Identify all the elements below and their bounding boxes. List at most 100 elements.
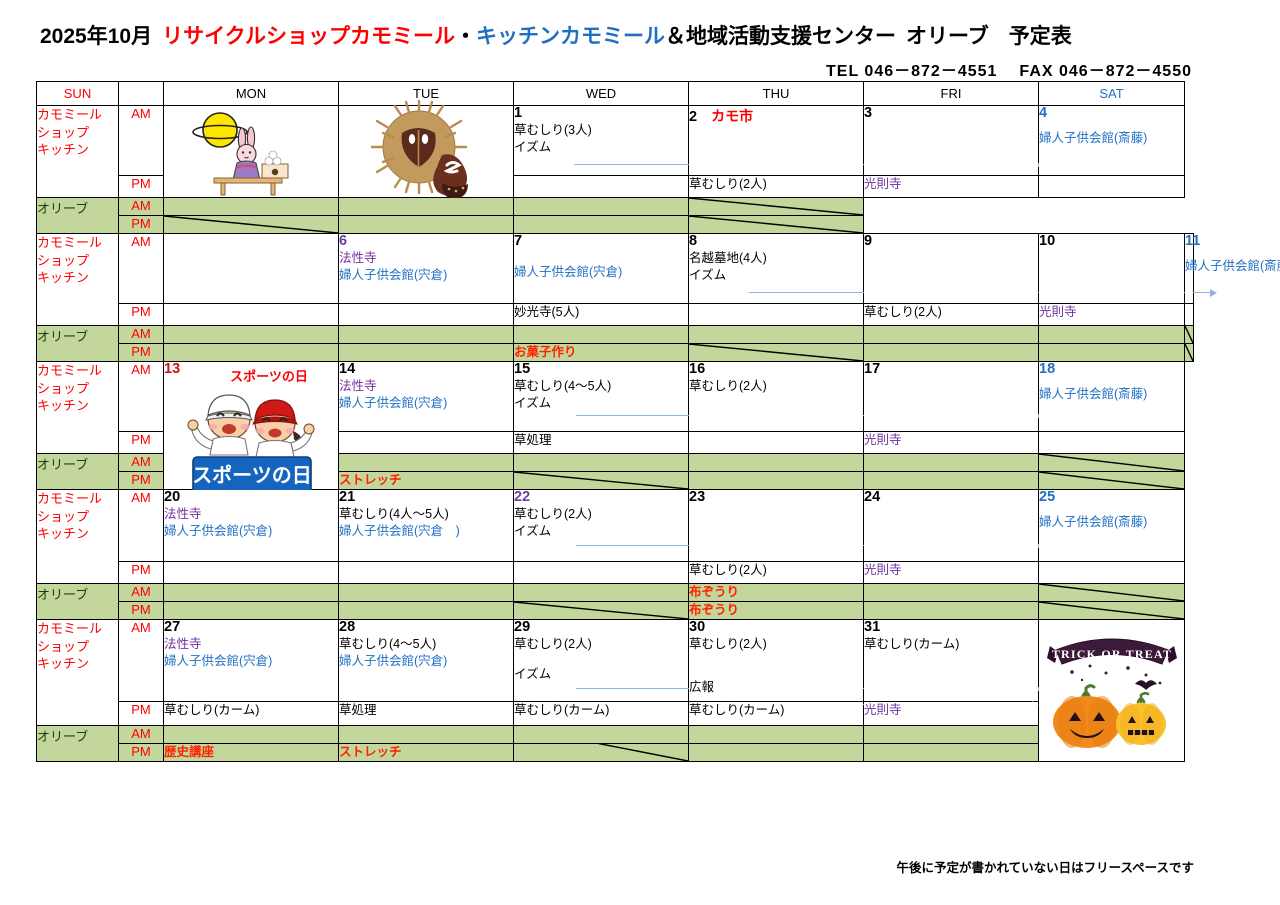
- cell-week4-olive-am-mon[interactable]: [163, 583, 339, 602]
- cell-week4-olive-am-thu[interactable]: 布ぞうり: [688, 583, 864, 602]
- cell-week4-olive-am-tue[interactable]: [338, 583, 514, 602]
- cell-week3-fri-am[interactable]: 17: [863, 361, 1039, 432]
- cell-week2-mon-pm[interactable]: [338, 303, 514, 326]
- cell-week1-olive-pm-thu[interactable]: [338, 215, 514, 234]
- cell-week3-wed-am[interactable]: 15 草むしり(4～5人) イズム: [513, 361, 1042, 432]
- cell-week2-tue-pm[interactable]: 妙光寺(5人): [513, 303, 689, 326]
- cell-week3-olive-pm-tue[interactable]: ストレッチ: [338, 471, 514, 490]
- cell-week4-wed-am[interactable]: 22 草むしり(2人) イズム: [513, 489, 1042, 562]
- cell-week4-sat-pm[interactable]: [1038, 561, 1185, 584]
- cell-week5-olive-pm-wed[interactable]: [513, 743, 689, 762]
- cell-week2-thu-pm[interactable]: 草むしり(2人): [863, 303, 1039, 326]
- cell-week5-sat-halloween[interactable]: TRICK OR TREAT: [1038, 619, 1185, 762]
- cell-week4-mon-am[interactable]: 20 法性寺 婦人子供会館(宍倉): [163, 489, 339, 562]
- cell-week4-tue-pm[interactable]: [338, 561, 514, 584]
- cell-week5-wed-pm[interactable]: 草むしり(カーム): [513, 701, 689, 726]
- cell-week5-tue-pm[interactable]: 草処理: [338, 701, 514, 726]
- cell-week5-olive-pm-mon[interactable]: 歴史講座: [163, 743, 339, 762]
- cell-week5-olive-pm-tue[interactable]: ストレッチ: [338, 743, 514, 762]
- cell-week4-olive-pm-tue[interactable]: [338, 601, 514, 620]
- cell-week3-mon-sportsday[interactable]: 13 スポーツの日: [163, 361, 339, 494]
- cell-week5-olive-pm-fri[interactable]: [863, 743, 1039, 762]
- cell-week3-olive-pm-thu[interactable]: [688, 471, 864, 490]
- cell-week4-olive-pm-thu[interactable]: 布ぞうり: [688, 601, 864, 620]
- cell-week2-olive-am-tue[interactable]: [513, 325, 689, 344]
- cell-week3-olive-am-thu[interactable]: [688, 453, 864, 472]
- cell-week2-mon-am[interactable]: 6 法性寺 婦人子供会館(宍倉): [338, 233, 514, 304]
- cell-week2-wed-pm[interactable]: [688, 303, 864, 326]
- cell-week5-wed-am[interactable]: 29 草むしり(2人) イズム: [513, 619, 1042, 702]
- cell-week2-olive-am-mon[interactable]: [338, 325, 514, 344]
- cell-week2-olive-am-thu[interactable]: [863, 325, 1039, 344]
- cell-week3-sat-pm[interactable]: [1038, 431, 1185, 454]
- cell-week5-olive-am-wed[interactable]: [513, 725, 689, 744]
- cell-week3-olive-pm-wed[interactable]: [513, 471, 689, 490]
- cell-week2-olive-pm-tue[interactable]: お菓子作り: [513, 343, 689, 362]
- cell-week3-tue-pm[interactable]: [338, 431, 514, 454]
- cell-week1-thu-pm[interactable]: 草むしり(2人): [688, 175, 864, 198]
- cell-week4-olive-pm-mon[interactable]: [163, 601, 339, 620]
- cell-week2-wed-am[interactable]: 8 名越墓地(4人) イズム: [688, 233, 1217, 304]
- cell-week3-tue-am[interactable]: 14 法性寺 婦人子供会館(宍倉): [338, 361, 514, 432]
- cell-week1-wed-am[interactable]: 1 草むしり(3人) イズム: [513, 105, 1042, 176]
- cell-week4-tue-am[interactable]: 21 草むしり(4人～5人) 婦人子供会館(宍倉 ): [338, 489, 514, 562]
- cell-week1-olive-pm-wed[interactable]: [163, 215, 339, 234]
- cell-week2-olive-am-wed[interactable]: [688, 325, 864, 344]
- cell-week5-tue-am[interactable]: 28 草むしり(4～5人) 婦人子供会館(宍倉): [338, 619, 514, 702]
- cell-week3-olive-pm-sat[interactable]: [1038, 471, 1185, 490]
- cell-week1-olive-am-fri[interactable]: [513, 197, 689, 216]
- cell-week5-fri-pm[interactable]: 光則寺: [863, 701, 1039, 726]
- cell-week2-olive-pm-sat[interactable]: [1184, 343, 1194, 362]
- cell-week5-mon-pm[interactable]: 草むしり(カーム): [163, 701, 339, 726]
- cell-week5-olive-am-mon[interactable]: [163, 725, 339, 744]
- cell-week1-olive-pm-fri[interactable]: [513, 215, 689, 234]
- cell-week2-sat-pm[interactable]: [1184, 303, 1194, 326]
- cell-week4-thu-am[interactable]: 23: [688, 489, 864, 562]
- cell-week2-olive-pm-wed[interactable]: [688, 343, 864, 362]
- cell-week4-wed-pm[interactable]: [513, 561, 689, 584]
- cell-week4-olive-pm-fri[interactable]: [863, 601, 1039, 620]
- cell-week5-mon-am[interactable]: 27 法性寺 婦人子供会館(宍倉): [163, 619, 339, 702]
- cell-week4-olive-am-fri[interactable]: [863, 583, 1039, 602]
- cell-week4-fri-am[interactable]: 24: [863, 489, 1039, 562]
- cell-week4-mon-pm[interactable]: [163, 561, 339, 584]
- cell-week4-thu-pm[interactable]: 草むしり(2人): [688, 561, 864, 584]
- cell-week3-olive-pm-fri[interactable]: [863, 471, 1039, 490]
- cell-week5-olive-am-fri[interactable]: [863, 725, 1039, 744]
- cell-week1-tue-illustration[interactable]: [338, 99, 514, 199]
- cell-week4-olive-pm-wed[interactable]: [513, 601, 689, 620]
- cell-week1-sat-pm[interactable]: [1038, 175, 1185, 198]
- cell-week2-olive-pm-fri[interactable]: [1038, 343, 1185, 362]
- cell-week2-sun-pm[interactable]: [163, 303, 339, 326]
- cell-week2-olive-pm-mon[interactable]: [338, 343, 514, 362]
- cell-week2-olive-am-fri[interactable]: [1038, 325, 1185, 344]
- cell-week5-thu-pm[interactable]: 草むしり(カーム): [688, 701, 864, 726]
- cell-week3-thu-pm[interactable]: [688, 431, 864, 454]
- cell-week3-olive-am-fri[interactable]: [863, 453, 1039, 472]
- cell-week3-olive-am-tue[interactable]: [338, 453, 514, 472]
- cell-week2-olive-am-sat[interactable]: [1184, 325, 1194, 344]
- cell-week4-olive-pm-sat[interactable]: [1038, 601, 1185, 620]
- cell-week5-olive-am-tue[interactable]: [338, 725, 514, 744]
- cell-week2-fri-pm[interactable]: 光則寺: [1038, 303, 1185, 326]
- cell-week1-fri-am[interactable]: 3: [863, 105, 1039, 176]
- cell-week5-thu-am[interactable]: 30 草むしり(2人) 広報: [688, 619, 1039, 709]
- cell-week2-thu-am[interactable]: 9: [863, 233, 1039, 304]
- cell-week3-thu-am[interactable]: 16 草むしり(2人): [688, 361, 864, 432]
- cell-week3-wed-pm[interactable]: 草処理: [513, 431, 689, 454]
- cell-week2-olive-pm-sun[interactable]: [163, 343, 339, 362]
- cell-week4-olive-am-wed[interactable]: [513, 583, 689, 602]
- cell-week3-sat-am[interactable]: 18 婦人子供会館(斎藤): [1038, 361, 1185, 432]
- cell-week4-olive-am-sat[interactable]: [1038, 583, 1185, 602]
- cell-week1-wed-pm[interactable]: [513, 175, 689, 198]
- cell-week1-fri-pm[interactable]: 光則寺: [863, 175, 1039, 198]
- cell-week4-fri-pm[interactable]: 光則寺: [863, 561, 1039, 584]
- cell-week3-olive-am-wed[interactable]: [513, 453, 689, 472]
- cell-week1-mon-illustration[interactable]: [163, 105, 339, 198]
- cell-week3-fri-pm[interactable]: 光則寺: [863, 431, 1039, 454]
- cell-week1-olive-am-thu[interactable]: [338, 197, 514, 216]
- cell-week2-olive-pm-thu[interactable]: [863, 343, 1039, 362]
- cell-week2-fri-am[interactable]: 10: [1038, 233, 1185, 304]
- cell-week5-olive-am-thu[interactable]: [688, 725, 864, 744]
- cell-week3-olive-am-sat[interactable]: [1038, 453, 1185, 472]
